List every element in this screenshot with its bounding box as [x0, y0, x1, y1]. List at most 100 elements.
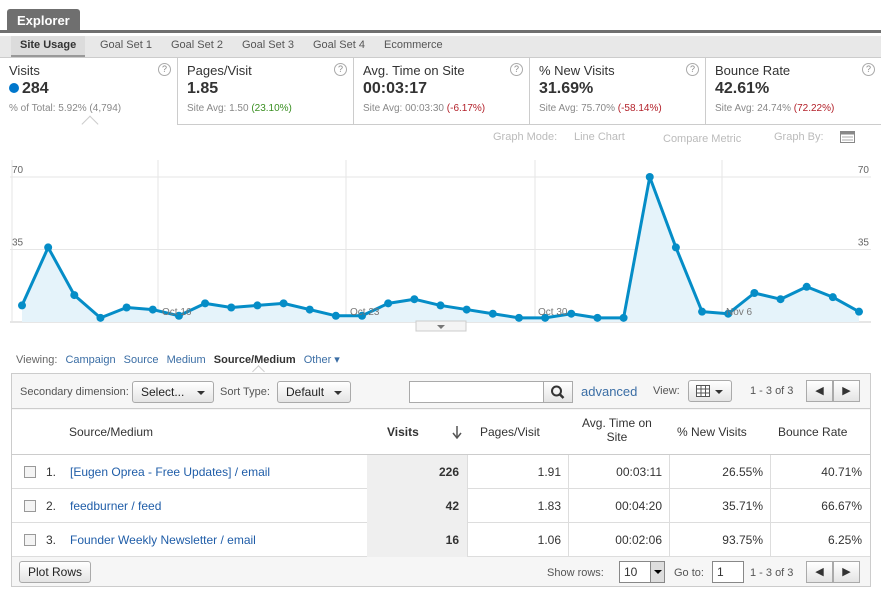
- chart-data-point[interactable]: [724, 309, 733, 318]
- chart-data-point[interactable]: [122, 303, 131, 312]
- chart-data-point[interactable]: [645, 173, 654, 181]
- subtab-ecommerce[interactable]: Ecommerce: [384, 39, 443, 51]
- y-tick-label-left: 35: [12, 238, 24, 249]
- show-rows-label: Show rows:: [547, 567, 604, 579]
- footer-next-page-button[interactable]: ▶: [833, 561, 860, 583]
- metric-name: Bounce Rate: [715, 63, 791, 78]
- chart-data-point[interactable]: [174, 311, 183, 320]
- plot-rows-button[interactable]: Plot Rows: [19, 561, 92, 583]
- sort-arrow-down-icon[interactable]: [452, 425, 462, 439]
- chart-data-point[interactable]: [18, 301, 26, 310]
- compare-metric-button[interactable]: Compare Metric: [663, 133, 742, 145]
- secondary-dimension-select[interactable]: Select...: [132, 381, 214, 403]
- help-icon[interactable]: ?: [686, 63, 699, 76]
- new-visits-value: 93.75%: [722, 533, 763, 547]
- chart-data-point[interactable]: [488, 309, 497, 318]
- metric-visits[interactable]: Visits 284 % of Total: 5.92% (4,794) ?: [0, 58, 178, 125]
- prev-page-button[interactable]: ◀: [806, 380, 833, 402]
- secondary-dimension-label: Secondary dimension:: [20, 386, 129, 398]
- pages-visit-value: 1.83: [537, 499, 561, 513]
- chart-data-point[interactable]: [828, 293, 837, 302]
- metric-avg-time[interactable]: Avg. Time on Site 00:03:17 Site Avg: 00:…: [354, 58, 530, 125]
- chart-data-point[interactable]: [44, 243, 53, 252]
- metric-bounce-rate[interactable]: Bounce Rate 42.61% Site Avg: 24.74% (72.…: [706, 58, 881, 125]
- viewing-source-link[interactable]: Source: [123, 354, 159, 366]
- chart-data-point[interactable]: [802, 282, 811, 291]
- table-footer: Plot Rows Show rows: 10 Go to: 1 1 - 3 o…: [12, 557, 870, 587]
- metric-value: 42.61%: [715, 80, 770, 97]
- viewing-medium-link[interactable]: Medium: [166, 354, 206, 366]
- column-new-visits[interactable]: % New Visits: [677, 425, 747, 439]
- chart-data-point[interactable]: [279, 299, 288, 308]
- chart-data-point[interactable]: [384, 299, 393, 308]
- chart-data-point[interactable]: [358, 311, 367, 320]
- explorer-tab[interactable]: Explorer: [7, 9, 80, 33]
- source-medium-link[interactable]: [Eugen Oprea - Free Updates] / email: [70, 465, 271, 479]
- row-checkbox[interactable]: [24, 466, 36, 478]
- view-label: View:: [653, 385, 680, 397]
- chart-data-point[interactable]: [593, 313, 602, 322]
- chart-data-point[interactable]: [750, 289, 759, 297]
- chart-data-point[interactable]: [855, 307, 863, 316]
- footer-prev-page-button[interactable]: ◀: [806, 561, 833, 583]
- table-row: 2. feedburner / feed 42 1.83 00:04:20 35…: [12, 489, 870, 523]
- chart-data-point[interactable]: [567, 309, 576, 318]
- chart-series-line: [20, 175, 860, 320]
- subtab-goal-set-3[interactable]: Goal Set 3: [242, 39, 294, 51]
- chart-data-point[interactable]: [776, 295, 785, 304]
- chart-data-point[interactable]: [619, 313, 628, 322]
- source-medium-link[interactable]: feedburner / feed: [70, 499, 162, 513]
- row-checkbox[interactable]: [24, 534, 36, 546]
- chart-data-point[interactable]: [305, 305, 314, 314]
- column-pages-visit[interactable]: Pages/Visit: [480, 425, 540, 439]
- help-icon[interactable]: ?: [510, 63, 523, 76]
- metric-new-visits[interactable]: % New Visits 31.69% Site Avg: 75.70% (-5…: [530, 58, 706, 125]
- viewing-campaign-link[interactable]: Campaign: [65, 354, 116, 366]
- chart-data-point[interactable]: [436, 301, 445, 310]
- chart-data-point[interactable]: [331, 311, 340, 320]
- metric-name: Visits: [9, 63, 40, 78]
- help-icon[interactable]: ?: [334, 63, 347, 76]
- row-index: 2.: [46, 499, 57, 513]
- subtab-goal-set-2[interactable]: Goal Set 2: [171, 39, 223, 51]
- chart-data-point[interactable]: [541, 313, 550, 322]
- advanced-filter-link[interactable]: advanced: [581, 384, 638, 399]
- subtab-goal-set-1[interactable]: Goal Set 1: [100, 39, 152, 51]
- table-row: 3. Founder Weekly Newsletter / email 16 …: [12, 523, 870, 557]
- next-page-button[interactable]: ▶: [833, 380, 860, 402]
- source-medium-link[interactable]: Founder Weekly Newsletter / email: [70, 533, 256, 547]
- chart-data-point[interactable]: [698, 307, 707, 316]
- sort-type-select[interactable]: Default: [277, 381, 351, 403]
- chart-data-point[interactable]: [201, 299, 210, 308]
- search-button[interactable]: [543, 381, 573, 403]
- subtab-site-usage[interactable]: Site Usage: [11, 36, 86, 57]
- chart-data-point[interactable]: [253, 301, 262, 310]
- help-icon[interactable]: ?: [158, 63, 171, 76]
- chart-data-point[interactable]: [514, 313, 523, 322]
- show-rows-select[interactable]: 10: [619, 561, 665, 583]
- column-bounce-rate[interactable]: Bounce Rate: [778, 425, 848, 439]
- chart-data-point[interactable]: [96, 313, 105, 322]
- help-icon[interactable]: ?: [862, 63, 875, 76]
- goto-page-input[interactable]: 1: [712, 561, 744, 583]
- subtab-goal-set-4[interactable]: Goal Set 4: [313, 39, 365, 51]
- chart-data-point[interactable]: [148, 305, 157, 314]
- chart-data-point[interactable]: [227, 303, 236, 312]
- metric-pages-visit[interactable]: Pages/Visit 1.85 Site Avg: 1.50 (23.10%)…: [178, 58, 354, 125]
- column-visits[interactable]: Visits: [387, 425, 419, 439]
- x-tick-label: Oct 23: [350, 307, 380, 318]
- chart-data-point[interactable]: [462, 305, 471, 314]
- chart-data-point[interactable]: [410, 295, 419, 304]
- view-type-select[interactable]: [688, 380, 732, 402]
- chart-data-point[interactable]: [70, 291, 79, 300]
- column-source-medium[interactable]: Source/Medium: [69, 425, 154, 439]
- row-checkbox[interactable]: [24, 500, 36, 512]
- column-avg-time[interactable]: Avg. Time on Site: [582, 416, 652, 444]
- viewing-other-dropdown[interactable]: Other ▾: [303, 354, 340, 366]
- calendar-icon[interactable]: [840, 131, 855, 143]
- table-search-input[interactable]: [409, 381, 544, 403]
- new-visits-value: 26.55%: [722, 465, 763, 479]
- chevron-down-icon: [334, 391, 342, 395]
- graph-mode-line-chart[interactable]: Line Chart: [574, 131, 625, 143]
- chart-data-point[interactable]: [671, 243, 680, 252]
